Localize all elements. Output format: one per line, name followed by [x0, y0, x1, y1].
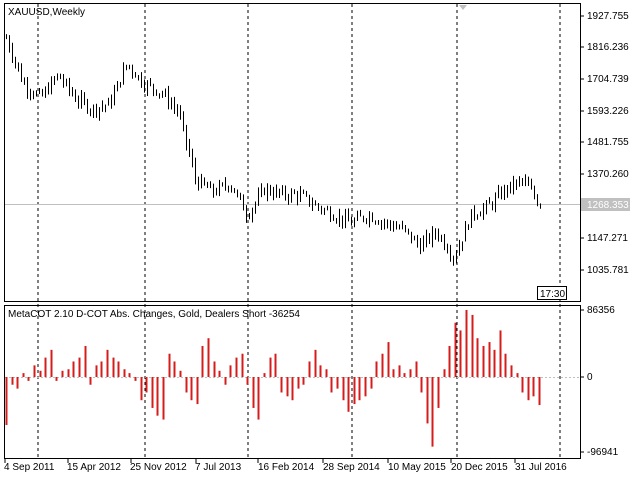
- price-axis-label: 1816.236: [587, 42, 629, 53]
- price-axis-label: 1927.755: [587, 11, 629, 22]
- indicator-title: MetaCOT 2.10 D-COT Abs. Changes, Gold, D…: [8, 309, 300, 320]
- time-axis-label: 25 Nov 2012: [130, 462, 187, 473]
- indicator-axis-label: 86356: [587, 305, 615, 316]
- histogram-bars: [5, 310, 541, 447]
- time-axis-label: 20 Dec 2015: [451, 462, 508, 473]
- price-axis-label: 1593.226: [587, 106, 629, 117]
- time-axis-label: 28 Sep 2014: [323, 462, 380, 473]
- indicator-axis-label: 0: [587, 372, 593, 383]
- price-bars: [6, 34, 541, 266]
- time-axis-label: 4 Sep 2011: [4, 462, 55, 473]
- symbol-title: XAUUSD,Weekly: [8, 7, 85, 18]
- time-axis-label: 15 Apr 2012: [67, 462, 121, 473]
- price-pane-frame: [4, 3, 581, 302]
- indicator-axis-label: -96941: [587, 447, 619, 458]
- chart-shift-marker-icon[interactable]: [459, 5, 467, 10]
- price-axis-label: 1704.739: [587, 74, 629, 85]
- time-axis-label: 31 Jul 2016: [515, 462, 567, 473]
- time-axis: 4 Sep 2011 15 Apr 2012 25 Nov 2012 7 Jul…: [4, 459, 567, 473]
- time-axis-label: 7 Jul 2013: [195, 462, 242, 473]
- indicator-axis: 86356 0 -96941: [580, 305, 619, 458]
- current-price-tag: [581, 198, 630, 211]
- price-axis: 1927.755 1816.236 1704.739 1593.226 1481…: [580, 11, 630, 276]
- price-axis-label: 1481.755: [587, 137, 629, 148]
- current-price-label: 1268.353: [587, 200, 629, 211]
- price-axis-label: 1035.781: [587, 265, 629, 276]
- time-axis-label: 10 May 2015: [388, 462, 446, 473]
- price-axis-label: 1147.271: [587, 233, 628, 244]
- price-axis-label: 1370.260: [587, 169, 629, 180]
- time-axis-label: 16 Feb 2014: [258, 462, 315, 473]
- period-badge-label: 17:30: [540, 289, 565, 300]
- period-badge: [537, 286, 567, 300]
